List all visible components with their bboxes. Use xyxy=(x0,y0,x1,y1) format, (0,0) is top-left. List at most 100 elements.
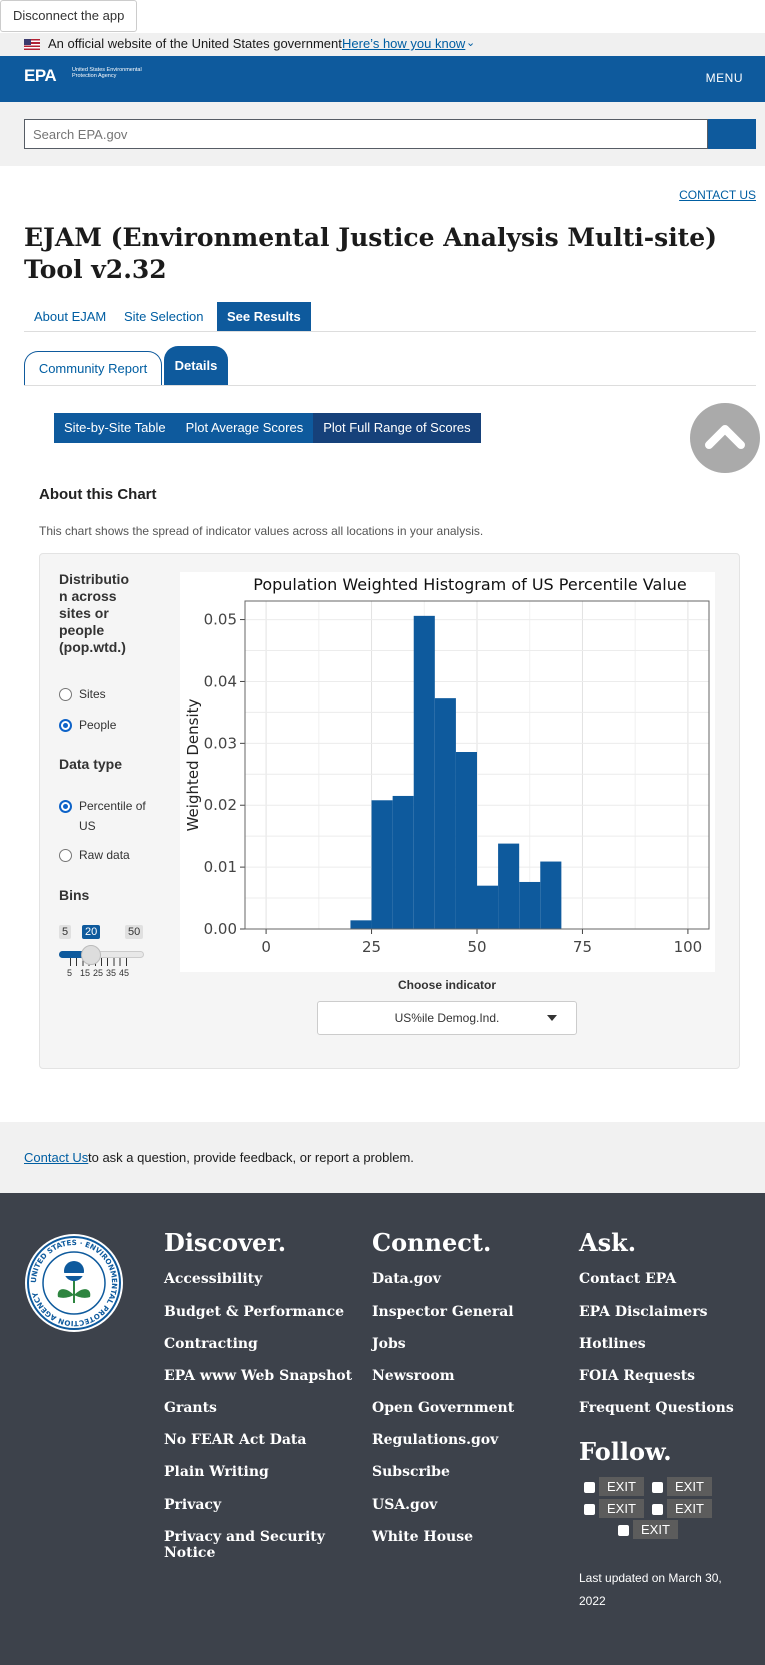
footer-link-contracting[interactable]: Contracting xyxy=(164,1336,258,1352)
epa-logo[interactable]: EPA xyxy=(24,66,57,85)
histogram-bar xyxy=(498,843,520,929)
tab-community-report[interactable]: Community Report xyxy=(24,351,162,385)
footer-link-foia[interactable]: FOIA Requests xyxy=(579,1368,696,1384)
x-tick-label: 50 xyxy=(467,938,486,956)
bins-slider-fill xyxy=(59,951,91,958)
histogram-bar xyxy=(519,881,541,929)
histogram-plot: Population Weighted Histogram of US Perc… xyxy=(180,572,715,972)
y-tick-label: 0.05 xyxy=(204,611,237,629)
choose-indicator-label: Choose indicator xyxy=(397,978,496,992)
indicator-select[interactable]: US%ile Demog.Ind. xyxy=(317,1001,577,1035)
histogram-bar xyxy=(371,800,393,929)
facebook-icon[interactable] xyxy=(584,1482,595,1493)
flickr-icon[interactable] xyxy=(652,1504,663,1515)
plot-tabs: Site-by-Site Table Plot Average Scores P… xyxy=(54,413,481,443)
y-tick-label: 0.00 xyxy=(204,920,237,938)
how-you-know-link[interactable]: Here’s how you know xyxy=(342,36,466,51)
footer-link-hotlines[interactable]: Hotlines xyxy=(579,1336,646,1352)
footer-link-web-snapshot[interactable]: EPA www Web Snapshot xyxy=(164,1368,353,1384)
histogram-bar xyxy=(350,920,372,929)
radio-sites[interactable] xyxy=(59,688,72,701)
x-tick-label: 100 xyxy=(674,938,703,956)
footer-link-no-fear[interactable]: No FEAR Act Data xyxy=(164,1432,307,1448)
radio-people[interactable] xyxy=(59,719,72,732)
plot-frame xyxy=(244,600,710,930)
radio-raw-data[interactable] xyxy=(59,849,72,862)
footer-link-data-gov[interactable]: Data.gov xyxy=(372,1271,441,1287)
slider-tick-label: 15 xyxy=(80,968,91,978)
histogram-bar xyxy=(434,698,456,929)
footer-link-disclaimers[interactable]: EPA Disclaimers xyxy=(579,1304,708,1320)
tab-plot-average-scores[interactable]: Plot Average Scores xyxy=(175,413,314,443)
contact-us-footer-link[interactable]: Contact Us xyxy=(24,1150,89,1165)
tab-site-selection[interactable]: Site Selection xyxy=(124,309,204,324)
footer-link-accessibility[interactable]: Accessibility xyxy=(164,1271,263,1287)
footer-link-privacy[interactable]: Privacy xyxy=(164,1497,222,1513)
footer-link-open-government[interactable]: Open Government xyxy=(372,1400,515,1416)
tab-see-results[interactable]: See Results xyxy=(217,302,311,332)
bins-slider-handle[interactable] xyxy=(81,945,101,965)
y-tick-label: 0.04 xyxy=(204,672,237,690)
slider-tick-label: 5 xyxy=(67,968,73,978)
instagram-icon[interactable] xyxy=(618,1525,629,1536)
caret-down-icon[interactable] xyxy=(547,1015,557,1021)
radio-percentile-of-us[interactable] xyxy=(59,800,72,813)
x-tick-label: 0 xyxy=(261,938,271,956)
footer-link-privacy-security[interactable]: Privacy and Security Notice xyxy=(164,1529,325,1561)
chevron-up-icon xyxy=(705,425,745,449)
ask-heading: Ask. xyxy=(579,1228,637,1257)
search-button[interactable] xyxy=(708,119,756,149)
about-chart-heading: About this Chart xyxy=(39,486,157,503)
radio-percentile-label: Percentile of US xyxy=(79,799,146,833)
epa-seal-logo[interactable]: UNITED STATES · ENVIRONMENTAL PROTECTION… xyxy=(24,1233,124,1333)
footer-link-inspector-general[interactable]: Inspector General xyxy=(372,1304,514,1320)
slider-tick-label: 45 xyxy=(119,968,130,978)
youtube-icon[interactable] xyxy=(584,1504,595,1515)
site-footer xyxy=(0,1193,765,1665)
footer-link-regulations[interactable]: Regulations.gov xyxy=(372,1432,499,1448)
tab-about-ejam[interactable]: About EJAM xyxy=(34,309,107,324)
footer-link-faq[interactable]: Frequent Questions xyxy=(579,1400,734,1416)
bins-slider-ticks xyxy=(70,958,132,966)
search-input[interactable] xyxy=(24,119,708,149)
datatype-heading: Data type xyxy=(59,756,123,772)
histogram-bar xyxy=(477,885,499,929)
slider-max-label: 50 xyxy=(125,925,144,939)
slider-tick-label: 35 xyxy=(106,968,117,978)
contact-band xyxy=(0,1122,765,1193)
contact-us-link[interactable]: CONTACT US xyxy=(679,188,756,202)
footer-link-jobs[interactable]: Jobs xyxy=(372,1336,406,1352)
twitter-icon[interactable] xyxy=(652,1482,663,1493)
footer-link-usa-gov[interactable]: USA.gov xyxy=(372,1497,438,1513)
subtab-divider xyxy=(24,385,756,386)
footer-link-white-house[interactable]: White House xyxy=(372,1529,474,1545)
distribution-heading-line: Distributio xyxy=(59,571,129,587)
footer-link-contact-epa[interactable]: Contact EPA xyxy=(579,1271,677,1287)
bins-heading: Bins xyxy=(59,887,90,903)
x-tick-label: 75 xyxy=(573,938,592,956)
menu-button[interactable]: MENU xyxy=(705,71,743,85)
footer-link-grants[interactable]: Grants xyxy=(164,1400,217,1416)
chevron-down-icon[interactable]: ⌄ xyxy=(466,37,476,49)
radio-people-label: People xyxy=(79,718,117,732)
tab-details[interactable]: Details xyxy=(164,346,228,386)
scroll-to-top-button[interactable] xyxy=(690,403,760,473)
exit-badge: EXIT xyxy=(633,1520,678,1539)
distribution-heading-line: (pop.wtd.) xyxy=(59,639,126,655)
radio-raw-data-label: Raw data xyxy=(79,848,130,862)
slider-min-label: 5 xyxy=(59,925,72,939)
contact-band-text: to ask a question, provide feedback, or … xyxy=(88,1150,414,1165)
y-tick-label: 0.01 xyxy=(204,858,237,876)
nav-divider xyxy=(24,331,756,332)
footer-link-budget[interactable]: Budget & Performance xyxy=(164,1304,345,1320)
disconnect-button[interactable]: Disconnect the app xyxy=(0,0,138,32)
site-header: EPA United States Environmental Protecti… xyxy=(0,56,765,102)
footer-link-subscribe[interactable]: Subscribe xyxy=(372,1464,450,1480)
tab-site-by-site-table[interactable]: Site-by-Site Table xyxy=(54,413,176,443)
footer-link-plain-writing[interactable]: Plain Writing xyxy=(164,1464,269,1480)
about-chart-text: This chart shows the spread of indicator… xyxy=(39,524,484,538)
tab-plot-full-range[interactable]: Plot Full Range of Scores xyxy=(313,413,481,443)
last-updated-text: Last updated on March 30, 2022 xyxy=(579,1571,722,1608)
footer-link-newsroom[interactable]: Newsroom xyxy=(372,1368,455,1384)
histogram-chart: Population Weighted Histogram of US Perc… xyxy=(184,575,710,956)
